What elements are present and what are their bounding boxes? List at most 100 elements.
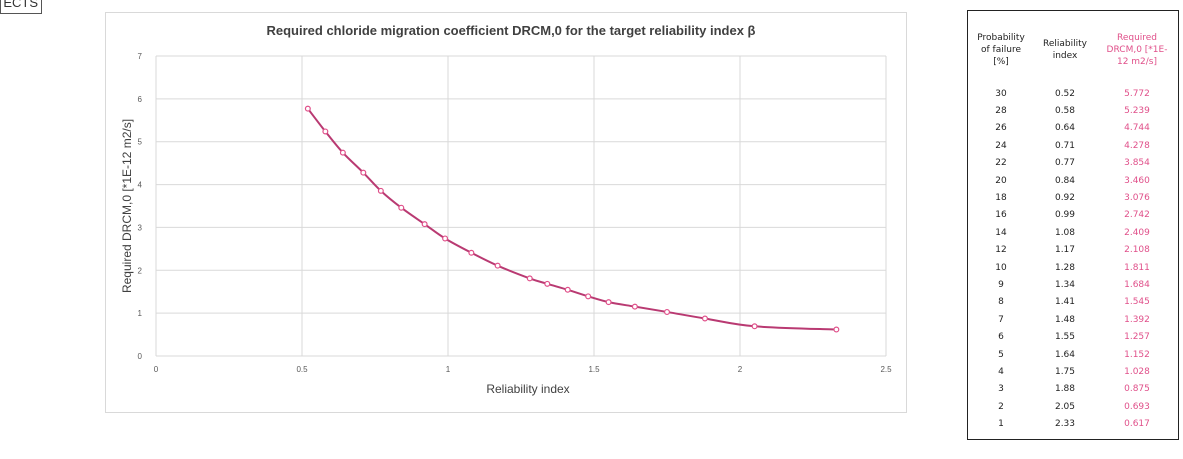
cell-reliability: 0.99: [1054, 210, 1076, 221]
table-row: 5 1.64 1.152: [972, 346, 1174, 363]
gridlines: [155, 55, 887, 357]
data-table-frame: Probability of failure [%] Reliability i…: [967, 10, 1179, 440]
cell-reliability: 1.75: [1054, 366, 1076, 377]
y-tick-label: 0: [138, 352, 143, 361]
data-point: [360, 169, 367, 176]
cell-reliability: 1.17: [1054, 245, 1076, 256]
table-row: 3 1.88 0.875: [972, 381, 1174, 398]
data-point: [833, 326, 840, 333]
series: [304, 105, 840, 333]
cell-required-drcm: 0.693: [1124, 401, 1150, 412]
cell-reliability: 0.92: [1054, 193, 1076, 204]
cell-required-drcm: 5.239: [1124, 106, 1150, 117]
cell-required-drcm: 2.108: [1124, 245, 1150, 256]
table-row: 1 2.33 0.617: [972, 415, 1174, 432]
x-tick-label: 2: [738, 365, 743, 374]
cell-required-drcm: 1.811: [1124, 262, 1150, 273]
x-axis-label: Reliability index: [486, 382, 569, 396]
cell-reliability: 1.28: [1054, 262, 1076, 273]
table-row: 12 1.17 2.108: [972, 242, 1174, 259]
cell-probability: 9: [998, 279, 1004, 290]
data-point: [564, 286, 571, 293]
x-tick-label: 0.5: [296, 365, 308, 374]
cell-required-drcm: 0.875: [1124, 384, 1150, 395]
data-point: [421, 221, 428, 228]
data-point: [585, 293, 592, 300]
cell-probability: 3: [998, 384, 1004, 395]
cell-reliability: 2.05: [1054, 401, 1076, 412]
cell-required-drcm: 1.684: [1124, 279, 1150, 290]
line-chart: Required chloride migration coefficient …: [120, 23, 893, 396]
y-tick-label: 4: [138, 181, 143, 190]
data-point: [605, 299, 612, 306]
table-row: 10 1.28 1.811: [972, 259, 1174, 276]
data-point: [468, 249, 475, 256]
y-tick-label: 7: [138, 52, 143, 61]
cell-reliability: 0.84: [1054, 175, 1076, 186]
data-point: [526, 275, 533, 282]
table-body: 30 0.52 5.772 28 0.58 5.239 26 0.64 4.744 24 0.71 4…: [972, 85, 1174, 433]
data-point: [304, 105, 311, 112]
x-tick-label: 1: [446, 365, 451, 374]
table-row: 20 0.84 3.460: [972, 172, 1174, 189]
table-row: 8 1.41 1.545: [972, 294, 1174, 311]
table-row: 16 0.99 2.742: [972, 207, 1174, 224]
cell-reliability: 1.48: [1054, 314, 1076, 325]
table-row: 24 0.71 4.278: [972, 137, 1174, 154]
cell-probability: 24: [995, 140, 1007, 151]
data-point: [544, 280, 551, 287]
cell-reliability: 1.55: [1054, 332, 1076, 343]
cell-probability: 20: [995, 175, 1007, 186]
table-row: 7 1.48 1.392: [972, 311, 1174, 328]
cell-probability: 6: [998, 332, 1004, 343]
chart-title: Required chloride migration coefficient …: [266, 23, 755, 38]
data-point: [701, 315, 708, 322]
table-header-row: Probability of failure [%] Reliability i…: [972, 15, 1174, 85]
cell-probability: 7: [998, 314, 1004, 325]
cell-reliability: 1.08: [1054, 227, 1076, 238]
cell-probability: 5: [998, 349, 1004, 360]
cell-required-drcm: 0.617: [1124, 419, 1150, 430]
corner-label: ECTS: [0, 0, 42, 14]
cell-probability: 22: [995, 158, 1007, 169]
cell-required-drcm: 1.392: [1124, 314, 1150, 325]
cell-required-drcm: 2.742: [1124, 210, 1150, 221]
table-row: 26 0.64 4.744: [972, 120, 1174, 137]
data-point: [322, 128, 329, 135]
cell-required-drcm: 3.460: [1124, 175, 1150, 186]
table-row: 4 1.75 1.028: [972, 363, 1174, 380]
table-row: 9 1.34 1.684: [972, 276, 1174, 293]
cell-probability: 18: [995, 193, 1007, 204]
cell-reliability: 0.71: [1054, 140, 1076, 151]
data-point: [442, 235, 449, 242]
cell-reliability: 1.88: [1054, 384, 1076, 395]
table-row: 30 0.52 5.772: [972, 85, 1174, 102]
cell-required-drcm: 1.545: [1124, 297, 1150, 308]
cell-reliability: 0.77: [1054, 158, 1076, 169]
cell-required-drcm: 2.409: [1124, 227, 1150, 238]
cell-required-drcm: 3.854: [1124, 158, 1150, 169]
cell-reliability: 0.64: [1054, 123, 1076, 134]
data-point: [751, 323, 758, 330]
cell-probability: 28: [995, 106, 1007, 117]
x-tick-label: 0: [154, 365, 159, 374]
table-row: 18 0.92 3.076: [972, 189, 1174, 206]
cell-required-drcm: 4.278: [1124, 140, 1150, 151]
data-table: Probability of failure [%] Reliability i…: [972, 15, 1174, 433]
y-tick-label: 3: [138, 223, 143, 232]
cell-probability: 16: [995, 210, 1007, 221]
table-row: 2 2.05 0.693: [972, 398, 1174, 415]
y-tick-label: 1: [138, 309, 143, 318]
cell-reliability: 2.33: [1054, 419, 1076, 430]
tick-labels: 0 1 2 3 4 5 6 7 0 0.5 1 1.5 2 2.5: [138, 52, 893, 374]
cell-required-drcm: 1.257: [1124, 332, 1150, 343]
cell-reliability: 0.52: [1054, 88, 1076, 99]
y-axis-label: Required DRCM,0 [*1E-12 m2/s]: [120, 119, 134, 293]
cell-probability: 26: [995, 123, 1007, 134]
x-tick-label: 2.5: [880, 365, 892, 374]
y-tick-label: 5: [138, 138, 143, 147]
cell-reliability: 1.41: [1054, 297, 1076, 308]
cell-required-drcm: 1.028: [1124, 366, 1150, 377]
data-point: [494, 262, 501, 269]
table-row: 28 0.58 5.239: [972, 102, 1174, 119]
